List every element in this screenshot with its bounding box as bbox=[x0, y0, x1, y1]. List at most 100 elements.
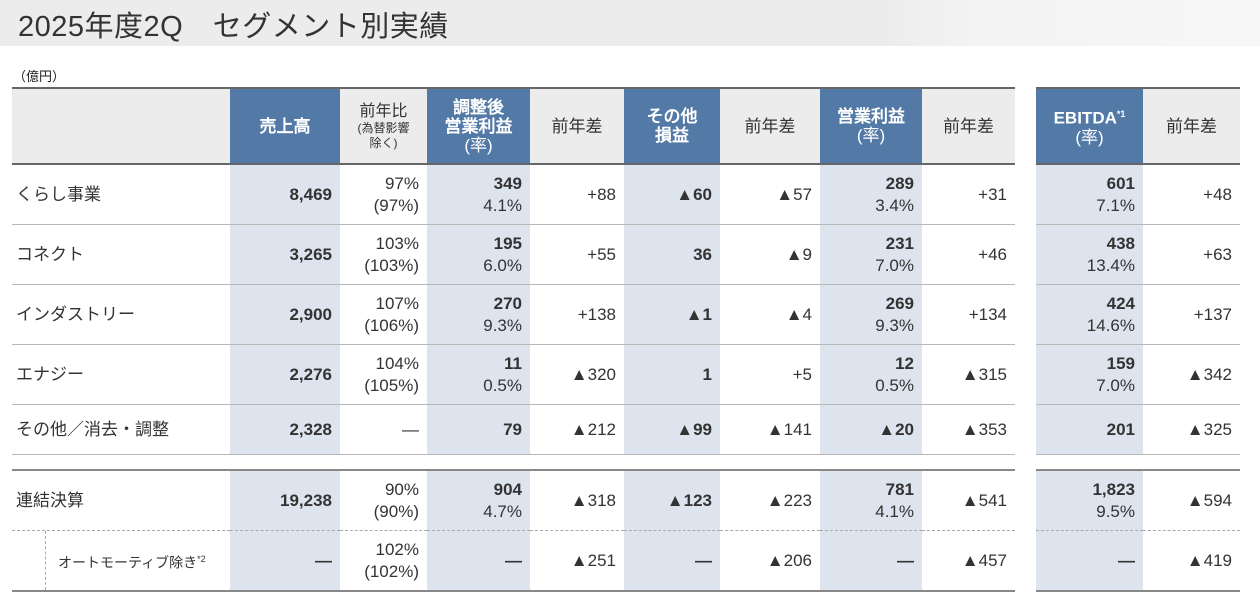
table-row: オートモーティブ除き*2—102% (102%) — ▲251— ▲206— ▲457— ▲… bbox=[12, 530, 1240, 592]
cell-yoy-diff-4: ▲325 bbox=[1143, 404, 1240, 455]
cell-yoy-ratio: — bbox=[340, 404, 427, 455]
cell-yoy-diff-3: ▲541 bbox=[922, 470, 1015, 531]
cell-adjusted-op: 270 9.3% bbox=[427, 284, 530, 345]
cell-yoy-diff-4: ▲342 bbox=[1143, 344, 1240, 405]
cell-yoy-diff-1: +55 bbox=[530, 224, 624, 285]
cell-yoy-diff-1: ▲320 bbox=[530, 344, 624, 405]
cell-yoy-diff-4: +48 bbox=[1143, 164, 1240, 225]
segment-results-table: 売上高 前年比 (為替影響 除く) 調整後 営業利益 (率) 前年差 その他 損益 前年差… bbox=[12, 87, 1240, 592]
cell-other-pl: 1 bbox=[624, 344, 720, 405]
header-other-pl: その他 損益 bbox=[624, 87, 720, 165]
header-yoy-diff-2: 前年差 bbox=[720, 87, 820, 165]
cell-adjusted-op: 79 bbox=[427, 404, 530, 455]
page-title: 2025年度2Q セグメント別実績 bbox=[18, 11, 449, 43]
cell-yoy-diff-3: ▲315 bbox=[922, 344, 1015, 405]
cell-yoy-diff-2: ▲223 bbox=[720, 470, 820, 531]
cell-yoy-diff-3: +46 bbox=[922, 224, 1015, 285]
cell-adjusted-op: 904 4.7% bbox=[427, 470, 530, 531]
cell-yoy-ratio: 103% (103%) bbox=[340, 224, 427, 285]
row-label: オートモーティブ除き*2 bbox=[12, 530, 230, 592]
cell-adjusted-op: 349 4.1% bbox=[427, 164, 530, 225]
cell-sales: — bbox=[230, 530, 340, 592]
cell-yoy-diff-2: ▲57 bbox=[720, 164, 820, 225]
cell-other-pl: 36 bbox=[624, 224, 720, 285]
table-row: くらし事業 8,469 97% (97%) 349 4.1% +88 ▲60 ▲57 289 3.4… bbox=[12, 164, 1240, 225]
cell-sales: 19,238 bbox=[230, 470, 340, 531]
cell-yoy-diff-4: ▲594 bbox=[1143, 470, 1240, 531]
cell-yoy-diff-1: +88 bbox=[530, 164, 624, 225]
cell-yoy-diff-3: ▲353 bbox=[922, 404, 1015, 455]
header-sales: 売上高 bbox=[230, 87, 340, 165]
row-label: コネクト bbox=[12, 224, 230, 285]
header-op: 営業利益 (率) bbox=[820, 87, 922, 165]
cell-sales: 2,900 bbox=[230, 284, 340, 345]
table-row: その他／消去・調整 2,328—79 ▲212 ▲99 ▲141 ▲20 ▲353 201 ▲3… bbox=[12, 404, 1240, 455]
cell-adjusted-op: 195 6.0% bbox=[427, 224, 530, 285]
cell-op: — bbox=[820, 530, 922, 592]
header-yoy-diff-4: 前年差 bbox=[1143, 87, 1240, 165]
table-row: コネクト 3,265 103% (103%) 195 6.0% +55 36 ▲9 231 7.0%… bbox=[12, 224, 1240, 285]
cell-yoy-ratio: 104% (105%) bbox=[340, 344, 427, 405]
cell-yoy-diff-3: +31 bbox=[922, 164, 1015, 225]
cell-yoy-ratio: 102% (102%) bbox=[340, 530, 427, 592]
cell-other-pl: — bbox=[624, 530, 720, 592]
cell-yoy-diff-3: ▲457 bbox=[922, 530, 1015, 592]
cell-sales: 2,328 bbox=[230, 404, 340, 455]
cell-ebitda: 438 13.4% bbox=[1036, 224, 1143, 285]
header-row: 売上高 前年比 (為替影響 除く) 調整後 営業利益 (率) 前年差 その他 損益 前年差… bbox=[12, 87, 1240, 165]
cell-yoy-ratio: 107% (106%) bbox=[340, 284, 427, 345]
cell-yoy-diff-1: ▲212 bbox=[530, 404, 624, 455]
cell-yoy-diff-1: +138 bbox=[530, 284, 624, 345]
cell-op: 231 7.0% bbox=[820, 224, 922, 285]
table-row: インダストリー 2,900 107% (106%) 270 9.3% +138 ▲1 ▲4 269… bbox=[12, 284, 1240, 345]
cell-sales: 2,276 bbox=[230, 344, 340, 405]
row-label: くらし事業 bbox=[12, 164, 230, 225]
cell-yoy-diff-4: ▲419 bbox=[1143, 530, 1240, 592]
cell-yoy-diff-1: ▲318 bbox=[530, 470, 624, 531]
cell-yoy-diff-2: ▲4 bbox=[720, 284, 820, 345]
table-row: 連結決算 19,238 90% (90%) 904 4.7% ▲318 ▲123 ▲223 781… bbox=[12, 470, 1240, 531]
table-row: エナジー 2,276 104% (105%) 11 0.5% ▲320 1 +5 12 0.5% ▲3… bbox=[12, 344, 1240, 405]
row-label: エナジー bbox=[12, 344, 230, 405]
header-yoy-diff-1: 前年差 bbox=[530, 87, 624, 165]
cell-op: 269 9.3% bbox=[820, 284, 922, 345]
cell-yoy-diff-4: +137 bbox=[1143, 284, 1240, 345]
header-adjusted-op: 調整後 営業利益 (率) bbox=[427, 87, 530, 165]
cell-other-pl: ▲60 bbox=[624, 164, 720, 225]
cell-yoy-diff-2: +5 bbox=[720, 344, 820, 405]
cell-other-pl: ▲99 bbox=[624, 404, 720, 455]
cell-ebitda: 201 bbox=[1036, 404, 1143, 455]
row-label: その他／消去・調整 bbox=[12, 404, 230, 455]
unit-label: （億円） bbox=[13, 69, 66, 84]
cell-yoy-diff-2: ▲141 bbox=[720, 404, 820, 455]
title-bar bbox=[0, 0, 1260, 46]
header-ebitda: EBITDA*1 (率) bbox=[1036, 87, 1143, 165]
row-label: インダストリー bbox=[12, 284, 230, 345]
header-yoy-ratio: 前年比 (為替影響 除く) bbox=[340, 87, 427, 165]
cell-sales: 3,265 bbox=[230, 224, 340, 285]
cell-adjusted-op: — bbox=[427, 530, 530, 592]
cell-ebitda: 1,823 9.5% bbox=[1036, 470, 1143, 531]
spacer-row bbox=[12, 454, 1240, 471]
header-yoy-diff-3: 前年差 bbox=[922, 87, 1015, 165]
cell-yoy-ratio: 97% (97%) bbox=[340, 164, 427, 225]
cell-op: 12 0.5% bbox=[820, 344, 922, 405]
cell-op: ▲20 bbox=[820, 404, 922, 455]
cell-other-pl: ▲123 bbox=[624, 470, 720, 531]
cell-sales: 8,469 bbox=[230, 164, 340, 225]
cell-op: 781 4.1% bbox=[820, 470, 922, 531]
header-segment bbox=[12, 87, 230, 165]
cell-yoy-diff-2: ▲206 bbox=[720, 530, 820, 592]
cell-other-pl: ▲1 bbox=[624, 284, 720, 345]
cell-ebitda: 159 7.0% bbox=[1036, 344, 1143, 405]
row-label: 連結決算 bbox=[12, 470, 230, 531]
cell-yoy-diff-1: ▲251 bbox=[530, 530, 624, 592]
cell-yoy-diff-3: +134 bbox=[922, 284, 1015, 345]
cell-ebitda: — bbox=[1036, 530, 1143, 592]
cell-ebitda: 601 7.1% bbox=[1036, 164, 1143, 225]
cell-yoy-diff-4: +63 bbox=[1143, 224, 1240, 285]
cell-yoy-diff-2: ▲9 bbox=[720, 224, 820, 285]
cell-yoy-ratio: 90% (90%) bbox=[340, 470, 427, 531]
cell-adjusted-op: 11 0.5% bbox=[427, 344, 530, 405]
cell-ebitda: 424 14.6% bbox=[1036, 284, 1143, 345]
